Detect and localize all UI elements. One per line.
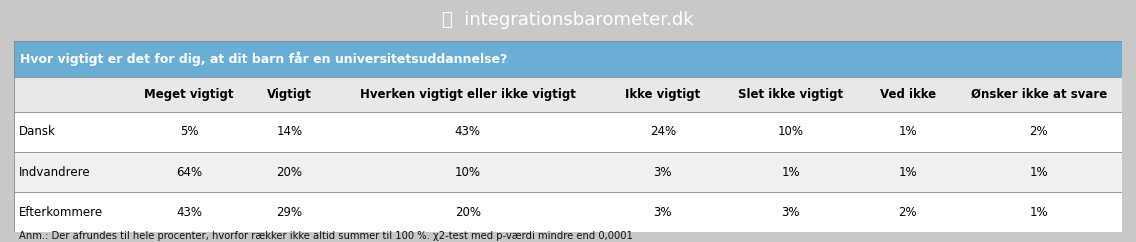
Text: 2%: 2% [1029, 125, 1049, 138]
Text: Ved ikke: Ved ikke [879, 88, 936, 101]
Text: 64%: 64% [176, 166, 202, 179]
Bar [14, 152, 1122, 192]
Text: 43%: 43% [176, 206, 202, 219]
Text: Anm.: Der afrundes til hele procenter, hvorfor rækker ikke altid summer til 100 : Anm.: Der afrundes til hele procenter, h… [19, 231, 633, 241]
Text: Slet ikke vigtigt: Slet ikke vigtigt [738, 88, 843, 101]
Text: 20%: 20% [454, 206, 481, 219]
Bar [14, 112, 1122, 152]
Text: Indvandrere: Indvandrere [19, 166, 91, 179]
Bar [14, 76, 1122, 112]
Text: 5%: 5% [179, 125, 199, 138]
Bar [14, 192, 1122, 232]
Text: 10%: 10% [454, 166, 481, 179]
Text: 1%: 1% [1029, 206, 1049, 219]
Text: 43%: 43% [454, 125, 481, 138]
Text: 1%: 1% [1029, 166, 1049, 179]
Text: 1%: 1% [899, 125, 917, 138]
Text: Hvor vigtigt er det for dig, at dit barn får en universitetsuddannelse?: Hvor vigtigt er det for dig, at dit barn… [20, 52, 508, 66]
Text: 3%: 3% [782, 206, 800, 219]
Text: Dansk: Dansk [19, 125, 56, 138]
Text: 1%: 1% [782, 166, 800, 179]
Text: ⚿  integrationsbarometer.dk: ⚿ integrationsbarometer.dk [442, 11, 694, 29]
Text: Ønsker ikke at svare: Ønsker ikke at svare [970, 88, 1106, 101]
Text: 24%: 24% [650, 125, 676, 138]
Text: Meget vigtigt: Meget vigtigt [144, 88, 234, 101]
Text: Vigtigt: Vigtigt [267, 88, 312, 101]
Text: 2%: 2% [899, 206, 917, 219]
Text: 1%: 1% [899, 166, 917, 179]
Text: Hverken vigtigt eller ikke vigtigt: Hverken vigtigt eller ikke vigtigt [360, 88, 576, 101]
Text: 20%: 20% [276, 166, 302, 179]
Text: 10%: 10% [778, 125, 804, 138]
Bar [14, 41, 1122, 76]
Text: 29%: 29% [276, 206, 302, 219]
Text: 3%: 3% [653, 166, 673, 179]
Text: 3%: 3% [653, 206, 673, 219]
Text: Ikke vigtigt: Ikke vigtigt [625, 88, 700, 101]
Text: 14%: 14% [276, 125, 302, 138]
Text: Efterkommere: Efterkommere [19, 206, 103, 219]
